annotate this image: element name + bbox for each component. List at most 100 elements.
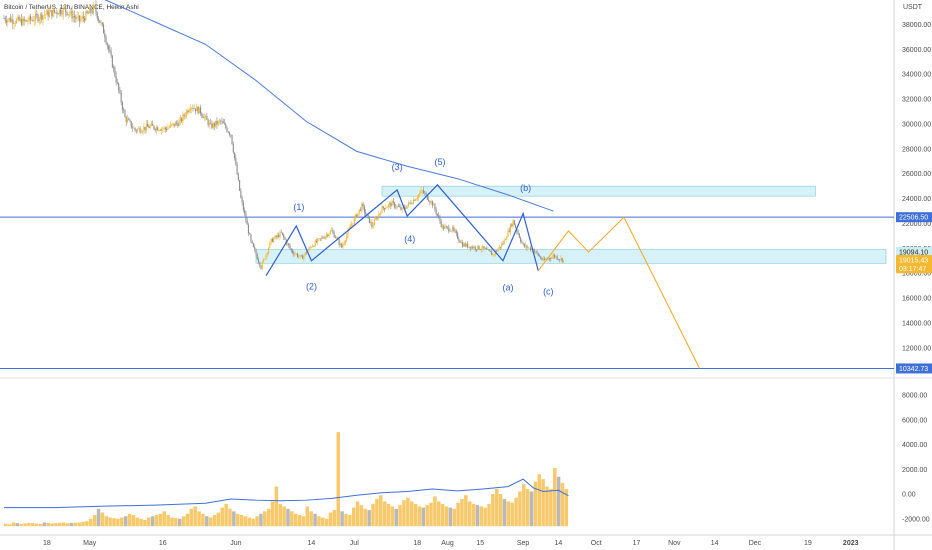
candle-body [165, 129, 168, 130]
time-axis[interactable]: 18 May 16 Jun 14 Jul 18 Aug 15 Sep 14 Oct 17 Nov 14 Dec… [43, 540, 859, 547]
projection-layer [537, 216, 700, 369]
candle-body [343, 242, 345, 245]
candle-body [227, 131, 229, 133]
volume-bar [11, 522, 16, 527]
candle-body [223, 123, 226, 125]
candle-body [385, 208, 387, 210]
candle-body [97, 18, 100, 21]
volume-bar [537, 474, 542, 527]
candle-body [479, 249, 481, 250]
candle-body [549, 258, 551, 259]
volume-bar [61, 522, 66, 527]
candle-body [26, 20, 28, 22]
volume-bar [483, 507, 487, 527]
volume-bar [498, 494, 503, 527]
candle-body [197, 106, 199, 114]
candle-body [349, 226, 352, 228]
candle-body [28, 16, 30, 22]
candle-body [213, 123, 215, 127]
moving-average-line [104, 0, 554, 212]
wave-label: (2) [306, 281, 317, 291]
candle-body [121, 102, 123, 110]
candle-body [222, 121, 224, 124]
candle-body [57, 13, 59, 15]
volume-bar [290, 511, 294, 527]
volume-bar [89, 518, 93, 527]
candle-body [453, 227, 455, 231]
candle-body [280, 232, 282, 233]
volume-bar [193, 506, 197, 527]
volume-bar [471, 503, 476, 527]
candle-body [168, 127, 170, 128]
candle-body [269, 242, 271, 249]
volume-bar [491, 494, 495, 527]
candle-body [22, 18, 24, 26]
price-axis[interactable]: 38000.00 36000.00 34000.00 32000.00 30000.00… [902, 22, 931, 352]
volume-bar [158, 513, 163, 527]
candle-body [29, 16, 32, 20]
candle-body [32, 19, 34, 22]
volume-bar [263, 511, 267, 527]
volume-bar [220, 507, 224, 527]
candle-body [66, 11, 68, 16]
candle-body [3, 18, 5, 19]
candle-body [396, 206, 398, 208]
candle-body [120, 92, 122, 103]
candle-body [400, 206, 402, 210]
candle-body [203, 116, 205, 119]
candle-body [240, 190, 242, 198]
candle-body [397, 206, 399, 207]
candle-body [511, 224, 513, 227]
candle-body [13, 23, 15, 25]
candle-body [211, 123, 213, 129]
candle-body [27, 21, 29, 22]
candle-body [115, 75, 117, 83]
candle-body [358, 209, 360, 213]
candle-body [9, 17, 11, 22]
candle-body [79, 15, 81, 22]
candle-body [217, 120, 219, 125]
candle-body [460, 242, 462, 243]
candle-body [530, 247, 532, 251]
candle-body [128, 119, 130, 120]
candle-body [469, 246, 471, 249]
level-price-box-0 [896, 212, 932, 223]
candle-body [148, 126, 150, 129]
candle-body [237, 174, 239, 181]
volume-bar [100, 512, 105, 527]
time-tick-label: Oct [591, 540, 602, 547]
waves-layer [265, 184, 539, 277]
candle-body [82, 16, 84, 19]
candle-body [41, 13, 43, 20]
candle-body [455, 231, 457, 234]
candle-body [189, 108, 192, 111]
volume-bar [305, 506, 310, 527]
candle-body [425, 193, 427, 195]
candle-body [182, 114, 184, 122]
candle-body [414, 199, 416, 201]
candle-body [150, 123, 152, 126]
candle-body [517, 231, 519, 234]
volume-bar [247, 517, 252, 527]
candle-body [174, 122, 176, 127]
volume-bar [46, 522, 50, 527]
volume-bar [394, 508, 398, 527]
candle-body [503, 239, 505, 245]
candle-body [118, 82, 120, 90]
time-tick-label: May [83, 540, 97, 547]
volume-bar [235, 513, 240, 527]
candle-body [63, 7, 66, 9]
candle-body [142, 131, 144, 132]
candle-body [212, 123, 214, 129]
candle-body [202, 116, 204, 119]
candle-body [421, 190, 423, 191]
candle-body [85, 11, 87, 21]
volume-axis[interactable]: 8000.00 6000.00 4000.00 2000.00 0.00 -2000.00 [902, 393, 930, 524]
volume-bar [50, 523, 54, 527]
price-tick-label: 36000.00 [902, 47, 931, 54]
volume-bar [7, 524, 12, 527]
candle-body [50, 10, 52, 12]
candle-body [501, 243, 503, 248]
